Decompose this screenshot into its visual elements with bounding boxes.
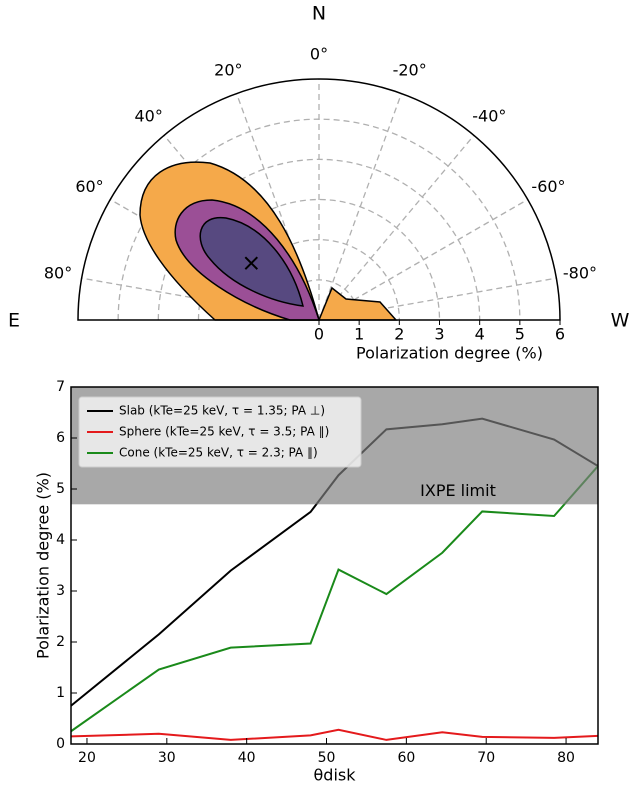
angle-tick-label: -20° (393, 60, 427, 79)
y-tick-label: 4 (56, 532, 65, 548)
compass-w: W (611, 310, 630, 332)
compass-n: N (312, 3, 326, 25)
x-tick-label: 60 (397, 750, 415, 766)
angle-tick-label: 20° (214, 60, 242, 79)
y-tick-label: 6 (56, 430, 65, 446)
r-tick-label: 0 (314, 325, 324, 344)
r-tick-label: 4 (475, 325, 485, 344)
angle-tick-label: 60° (75, 177, 103, 196)
y-axis-label: Polarization degree (%) (34, 472, 53, 659)
r-tick-label: 6 (555, 325, 565, 344)
series-line (70, 465, 599, 733)
x-tick-label: 50 (318, 750, 336, 766)
angle-tick-label: -80° (563, 263, 597, 282)
y-tick-label: 0 (56, 736, 65, 752)
x-tick-label: 40 (238, 750, 256, 766)
r-tick-label: 2 (394, 325, 404, 344)
best-fit-marker (244, 256, 259, 270)
y-tick-label: 2 (56, 634, 65, 650)
x-axis-label: θdisk (314, 766, 357, 785)
angle-tick-label: -40° (472, 106, 506, 125)
angle-tick-label: 0° (310, 45, 328, 64)
compass-e: E (8, 310, 20, 332)
x-tick-label: 70 (477, 750, 495, 766)
series-line (70, 728, 599, 741)
legend-label: Sphere (kTe=25 keV, τ = 3.5; PA ∥) (119, 425, 329, 439)
r-tick-label: 1 (354, 325, 364, 344)
y-tick-label: 7 (56, 379, 65, 395)
angle-tick-label: -60° (531, 177, 565, 196)
y-tick-label: 5 (56, 481, 65, 497)
polar-frame (77, 78, 561, 321)
contours (139, 161, 398, 321)
legend-label: Slab (kTe=25 keV, τ = 1.35; PA ⊥) (119, 404, 325, 418)
shade-label: IXPE limit (420, 481, 496, 500)
legend-label: Cone (kTe=25 keV, τ = 2.3; PA ∥) (119, 446, 318, 460)
r-tick-label: 5 (515, 325, 525, 344)
grid-spoke (318, 134, 475, 321)
x-tick-label: 20 (78, 750, 96, 766)
legend-box (78, 396, 362, 468)
grid-spoke (318, 93, 403, 321)
x-tick-label: 80 (557, 750, 575, 766)
angle-tick-label: 80° (44, 263, 72, 282)
plot-frame (70, 386, 599, 745)
angle-tick-label: 40° (134, 106, 162, 125)
x-tick-label: 30 (158, 750, 176, 766)
y-tick-label: 1 (56, 685, 65, 701)
r-tick-label: 3 (434, 325, 444, 344)
grid-arc (197, 198, 441, 321)
y-tick-label: 3 (56, 583, 65, 599)
x-axis-label: Polarization degree (%) (356, 344, 543, 363)
